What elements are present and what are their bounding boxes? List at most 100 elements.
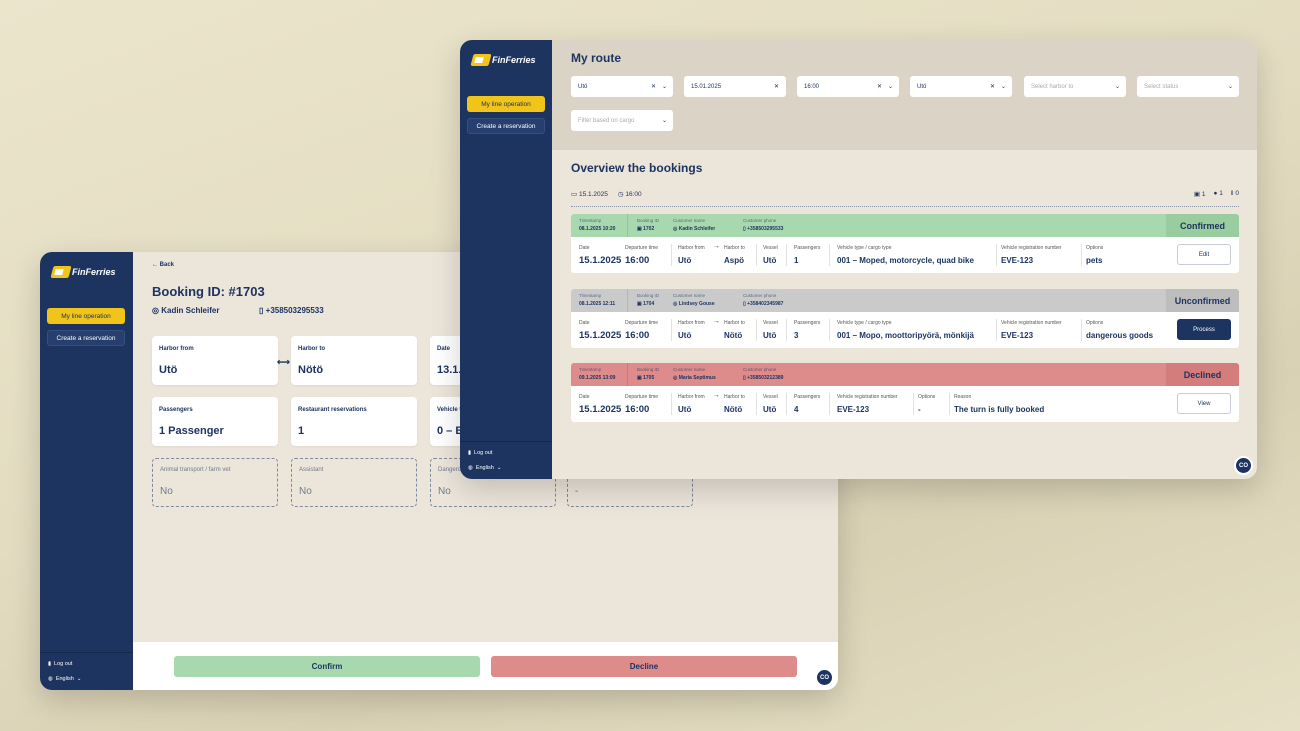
clear-icon[interactable]: ✕ — [773, 84, 779, 90]
column-divider — [996, 319, 997, 341]
info-card: Restaurant reservations 1 — [291, 397, 417, 446]
column-divider — [1081, 319, 1082, 341]
field-label: Date — [579, 394, 590, 400]
logout-link[interactable]: ▮ Log out — [48, 661, 72, 667]
filter-select[interactable]: Utö ✕ ⌄ — [571, 76, 673, 97]
sidebar-item-create-reservation[interactable]: Create a reservation — [47, 330, 125, 346]
back-link[interactable]: ← Back — [152, 262, 175, 268]
language-select[interactable]: ◍ English ⌄ — [468, 465, 501, 471]
info-card-label: Passengers — [159, 407, 193, 413]
column-divider — [1081, 244, 1082, 266]
id-icon: ▣ — [637, 226, 644, 232]
sidebar: FinFerries My line operation Create a re… — [40, 252, 133, 690]
logout-link[interactable]: ▮ Log out — [468, 450, 492, 456]
filter-placeholder: Select status — [1144, 83, 1179, 90]
field-label: Harbor from — [678, 394, 705, 400]
process-button[interactable]: Process — [1177, 319, 1231, 340]
clear-icon[interactable]: ✕ — [989, 84, 995, 90]
id-icon: ▣ — [637, 375, 644, 381]
field-value: - — [918, 405, 921, 414]
view-button[interactable]: View — [1177, 393, 1231, 414]
vehicle-count: ▣ 1 — [1194, 190, 1206, 198]
arrow-right-icon: → — [713, 243, 720, 250]
header-value-timestamp: 08.1.2025 10:20 — [579, 226, 615, 232]
field-value: 3 — [794, 331, 799, 340]
edit-button[interactable]: Edit — [1177, 244, 1231, 265]
sidebar-item-my-line-operation[interactable]: My line operation — [47, 308, 125, 324]
option-card-value: - — [575, 486, 579, 497]
header-divider — [627, 363, 628, 386]
header-value-text: 08.1.2025 12:11 — [579, 301, 616, 307]
filter-value: Utö — [917, 83, 927, 90]
header-value-text: 09.1.2025 13:09 — [579, 375, 616, 381]
swap-harbors-icon[interactable]: ⟷ — [277, 357, 290, 367]
header-label: Booking ID — [637, 293, 660, 298]
header-value-id: ▣ 1704 — [637, 301, 654, 307]
header-label: Timestamp — [579, 293, 602, 298]
header-value-text: 08.1.2025 10:20 — [579, 226, 616, 232]
field-value: Utö — [678, 405, 692, 414]
clear-icon[interactable]: ✕ — [876, 84, 882, 90]
field-label: Vehicle registration number — [1001, 320, 1062, 326]
phone-icon: ▯ — [743, 226, 748, 232]
clear-icon[interactable]: ✕ — [650, 84, 656, 90]
field-label: Vessel — [763, 320, 778, 326]
date: ▭ 15.1.2025 — [571, 190, 608, 198]
filter-select[interactable]: 16:00 ✕ ⌄ — [797, 76, 899, 97]
field-value: 16:00 — [625, 255, 650, 266]
header-label: Customer phone — [743, 293, 777, 298]
sidebar: FinFerries My line operation Create a re… — [460, 40, 552, 479]
info-card: Harbor to Nötö — [291, 336, 417, 385]
filter-select[interactable]: Select harbor to ⌄ — [1024, 76, 1126, 97]
globe-icon: ◍ — [468, 465, 473, 471]
filter-select[interactable]: Select status ⌄ — [1137, 76, 1239, 97]
field-value: Utö — [763, 256, 777, 265]
field-value: 1 — [794, 256, 799, 265]
booking-header: Timestamp 08.1.2025 12:11 Booking ID ▣ 1704… — [571, 289, 1239, 312]
chevron-down-icon: ⌄ — [1227, 84, 1233, 90]
header-label: Customer phone — [743, 218, 777, 223]
header-divider — [627, 214, 628, 237]
departure-info: ▭ 15.1.2025 ◷ 16:00 — [571, 190, 642, 198]
decline-button[interactable]: Decline — [491, 656, 797, 677]
info-card-value: Nötö — [298, 364, 324, 376]
field-value: 001 – Moped, motorcycle, quad bike — [837, 256, 974, 265]
header-divider — [627, 289, 628, 312]
field-label: Vessel — [763, 394, 778, 400]
column-divider — [829, 393, 830, 415]
sidebar-item-create-reservation[interactable]: Create a reservation — [467, 118, 545, 134]
header-label: Timestamp — [579, 218, 602, 223]
filter-value: Utö — [578, 83, 588, 90]
arrow-right-icon: → — [713, 318, 720, 325]
field-value: Utö — [678, 331, 692, 340]
option-card-label: Animal transport / farm vet — [160, 467, 231, 473]
header-value-text: 1705 — [643, 375, 655, 381]
sidebar-item-my-line-operation[interactable]: My line operation — [467, 96, 545, 112]
field-label: Harbor to — [724, 320, 745, 326]
info-card-value: Utö — [159, 364, 178, 376]
column-divider — [756, 319, 757, 341]
header-value-text: Lindsey Gouse — [678, 301, 715, 307]
field-value: 16:00 — [625, 330, 650, 341]
user-avatar[interactable]: CO — [815, 668, 834, 687]
chevron-down-icon: ⌄ — [887, 84, 893, 90]
confirm-button[interactable]: Confirm — [174, 656, 480, 677]
field-label: Passengers — [794, 394, 821, 400]
field-value: dangerous goods — [1086, 331, 1154, 340]
header-value-text: +358503212389 — [747, 375, 784, 381]
booking-card: Timestamp 09.1.2025 13:09 Booking ID ▣ 1705… — [571, 363, 1239, 422]
field-label: Vehicle registration number — [1001, 245, 1062, 251]
booking-card: Timestamp 08.1.2025 12:11 Booking ID ▣ 1704… — [571, 289, 1239, 348]
phone-icon: ▯ — [743, 375, 748, 381]
filter-select[interactable]: Utö ✕ ⌄ — [910, 76, 1012, 97]
option-card-value: No — [160, 486, 173, 497]
user-avatar[interactable]: CO — [1234, 456, 1253, 475]
filter-select[interactable]: Filter based on cargo ⌄ — [571, 110, 673, 131]
info-card-label: Harbor from — [159, 346, 194, 352]
language-select[interactable]: ◍ English ⌄ — [48, 676, 81, 682]
field-value: Utö — [678, 256, 692, 265]
header-value-name: ◎ Maria Septimus — [673, 375, 716, 381]
field-value: EVE-123 — [837, 405, 870, 414]
filter-select[interactable]: 15.01.2025 ✕ — [684, 76, 786, 97]
time: ◷ 16:00 — [618, 190, 642, 198]
